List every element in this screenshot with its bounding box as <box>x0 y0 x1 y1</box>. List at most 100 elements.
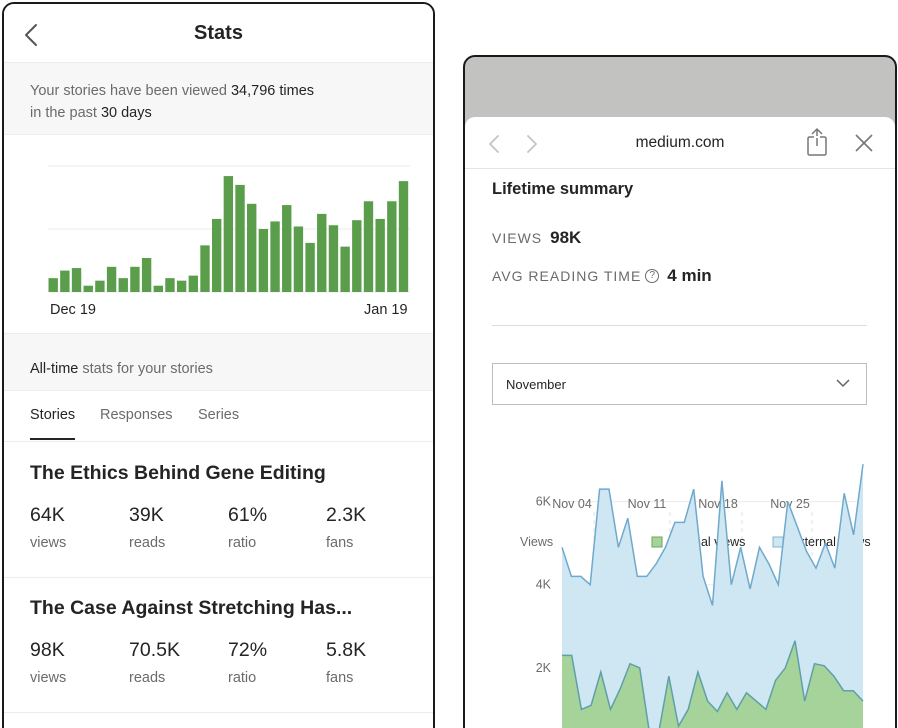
forward-icon[interactable] <box>525 133 539 155</box>
story-stat-ratio: 72% ratio <box>228 639 267 686</box>
divider <box>492 325 867 326</box>
bar[interactable] <box>106 266 117 292</box>
bar[interactable] <box>305 242 315 292</box>
bar[interactable] <box>387 201 397 292</box>
stat-label: views <box>30 670 67 686</box>
stat-value: 61% <box>228 504 268 526</box>
bar[interactable] <box>200 245 210 292</box>
bar[interactable] <box>258 229 269 292</box>
internal-views-line <box>562 640 864 728</box>
chevron-down-icon <box>836 379 850 387</box>
stat-label: reads <box>129 535 166 551</box>
bar[interactable] <box>317 213 327 292</box>
bar[interactable] <box>48 278 58 292</box>
stat-value: 70.5K <box>129 639 180 661</box>
external-views-line <box>561 464 864 606</box>
y-axis-label: Views <box>520 535 553 549</box>
bar[interactable] <box>363 201 374 292</box>
bar[interactable] <box>118 278 128 292</box>
page-title: Stats <box>194 22 243 44</box>
story-title: The Case Against Stretching Has... <box>30 597 353 619</box>
stat-value: 5.8K <box>326 639 367 661</box>
x-tick-label: Nov 11 <box>628 497 667 511</box>
story-stat-fans: 5.8K fans <box>326 639 366 686</box>
stat-label: views <box>30 535 67 551</box>
back-arrow-icon[interactable] <box>18 21 42 49</box>
x-axis-start-label: Dec 19 <box>50 302 96 318</box>
bar[interactable] <box>176 280 187 292</box>
stat-value: 72% <box>228 639 268 661</box>
bar[interactable] <box>60 270 70 292</box>
tab-responses[interactable]: Responses <box>100 407 173 423</box>
story-stat-ratio: 61% ratio <box>228 504 267 551</box>
avg-reading-label: AVG READING TIME <box>492 268 642 284</box>
bar[interactable] <box>188 275 199 292</box>
stats-screen: Stats Your stories have been viewed 34,7… <box>2 2 435 728</box>
stat-label: ratio <box>228 535 257 551</box>
story-stat-reads: 70.5K reads <box>129 639 180 686</box>
stat-value: 2.3K <box>326 504 367 526</box>
legend-swatch <box>772 536 784 548</box>
story-title: The Ethics Behind Gene Editing <box>30 462 326 484</box>
bar[interactable] <box>95 280 105 292</box>
browser-screen: medium.com Lifetime summary VIEWS 98K AVG… <box>463 55 897 728</box>
stat-label: ratio <box>228 670 257 686</box>
bar[interactable] <box>293 226 304 292</box>
x-tick-label: Nov 04 <box>552 497 592 511</box>
bar[interactable] <box>352 220 362 292</box>
alltime-rest: stats for your stories <box>78 361 213 377</box>
summary-text: Your stories have been viewed <box>30 83 231 99</box>
story-stat-fans: 2.3K fans <box>326 504 366 551</box>
month-select-value: November <box>506 377 566 392</box>
alltime-strong: All-time <box>30 361 79 377</box>
stat-label: fans <box>326 535 354 551</box>
month-select[interactable]: November <box>492 363 867 405</box>
story-card[interactable]: The Case Against Stretching Has... 98K v… <box>4 577 433 713</box>
bar[interactable] <box>282 205 292 292</box>
summary-text-period: in the past <box>30 105 101 121</box>
stats-header: Stats <box>4 4 433 62</box>
stats-tabs: Stories Responses Series <box>4 392 433 442</box>
browser-sheet: medium.com Lifetime summary VIEWS 98K AVG… <box>465 117 895 728</box>
bar[interactable] <box>130 266 140 292</box>
story-stat-reads: 39K reads <box>129 504 165 551</box>
story-stat-views: 64K views <box>30 504 66 551</box>
tab-stories[interactable]: Stories <box>30 407 76 440</box>
bar[interactable] <box>153 285 163 292</box>
help-icon[interactable]: ? <box>645 269 660 283</box>
bar[interactable] <box>247 203 257 292</box>
browser-toolbar: medium.com <box>465 117 895 169</box>
bar[interactable] <box>71 268 82 292</box>
bar[interactable] <box>83 285 93 292</box>
x-tick-label: Nov 25 <box>770 497 810 511</box>
close-icon[interactable] <box>853 132 875 154</box>
alltime-stats-heading: All-time stats for your stories <box>4 333 433 391</box>
bar[interactable] <box>340 246 350 292</box>
story-card[interactable]: The Ethics Behind Gene Editing 64K views… <box>4 442 433 578</box>
stat-value: 98K <box>30 639 65 661</box>
share-icon[interactable] <box>805 127 829 157</box>
bar[interactable] <box>375 218 385 292</box>
daily-views-bar-chart <box>48 165 410 293</box>
y-tick-label: 4K <box>536 578 552 592</box>
back-icon[interactable] <box>487 133 501 155</box>
stat-label: fans <box>326 670 354 686</box>
views-value: 98K <box>550 228 582 247</box>
bar[interactable] <box>211 218 222 292</box>
bar[interactable] <box>141 257 152 292</box>
bar[interactable] <box>235 184 245 292</box>
story-stat-views: 98K views <box>30 639 66 686</box>
bar[interactable] <box>223 176 234 292</box>
url-domain[interactable]: medium.com <box>635 134 725 151</box>
y-tick-label: 2K <box>536 661 552 675</box>
bar[interactable] <box>270 221 280 292</box>
bar[interactable] <box>328 225 339 292</box>
stat-value: 39K <box>129 504 164 526</box>
bar[interactable] <box>398 181 409 292</box>
views-summary: Your stories have been viewed 34,796 tim… <box>4 62 433 135</box>
bar[interactable] <box>165 278 175 292</box>
x-tick-label: Nov 18 <box>698 497 738 511</box>
lifetime-summary-title: Lifetime summary <box>492 180 634 198</box>
tab-series[interactable]: Series <box>198 407 240 423</box>
